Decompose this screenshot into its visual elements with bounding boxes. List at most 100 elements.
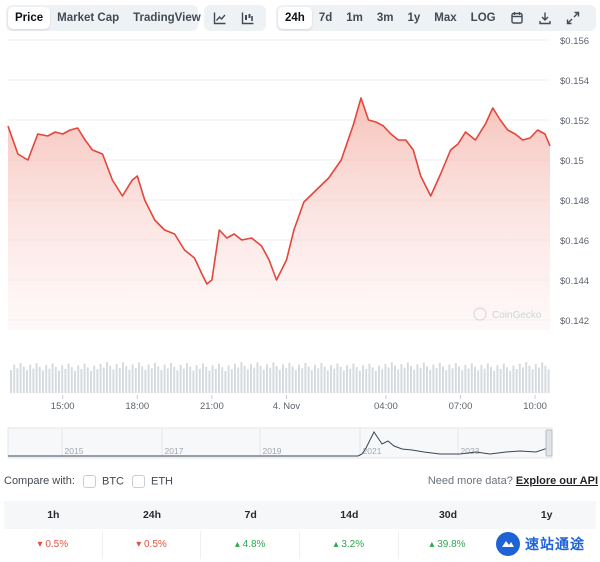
volume-bar (269, 367, 272, 393)
perf-header-7d: 7d (244, 509, 257, 521)
volume-bar (214, 369, 217, 393)
volume-bar (80, 369, 83, 393)
volume-bar (496, 365, 499, 393)
range-tab-group: 24h 7d 1m 3m 1y Max LOG (276, 5, 596, 31)
volume-bar (243, 365, 246, 393)
overview-year-label: 2019 (263, 446, 282, 456)
volume-bar (195, 365, 198, 393)
caret-up-icon: ▴ (429, 539, 438, 550)
annotation-coingecko: CoinGecko (492, 310, 542, 321)
y-tick-label: $0.148 (560, 196, 589, 207)
tab-tradingview[interactable]: TradingView (133, 12, 201, 24)
volume-bar (218, 363, 220, 393)
tab-range-3m[interactable]: 3m (376, 12, 394, 24)
tab-range-7d[interactable]: 7d (318, 12, 333, 24)
download-button[interactable] (531, 7, 559, 29)
volume-bars (10, 362, 550, 393)
caret-down-icon: ▾ (136, 539, 144, 550)
line-chart-button[interactable] (206, 7, 234, 29)
compare-label: Compare with: (4, 475, 75, 487)
compare-btc-label: BTC (102, 475, 124, 488)
x-tick-label: 21:00 (200, 401, 224, 412)
volume-bar (131, 364, 134, 393)
tab-range-max[interactable]: Max (434, 12, 457, 24)
volume-bar (374, 371, 377, 393)
volume-bar (102, 367, 105, 393)
volume-bar (234, 363, 236, 393)
chart-type-group (204, 5, 266, 31)
y-axis: $0.156 $0.154 $0.152 $0.15 $0.148 $0.146 $0.14… (560, 36, 589, 327)
fullscreen-button[interactable] (559, 7, 587, 29)
volume-bar (298, 364, 300, 393)
tab-log-scale[interactable]: LOG (470, 12, 496, 24)
volume-bar (266, 364, 268, 393)
perf-value-24h: ▾ 0.5% (103, 531, 202, 559)
volume-bar (518, 363, 521, 393)
tab-range-1y[interactable]: 1y (407, 12, 421, 24)
volume-bar (394, 365, 396, 393)
volume-bar (26, 370, 28, 393)
overview-year-label: 2017 (165, 446, 184, 456)
overview-years: 2015 2017 2019 2021 2023 (61, 429, 480, 457)
volume-bar (515, 369, 518, 393)
tab-market-cap[interactable]: Market Cap (57, 12, 120, 24)
tab-range-1m[interactable]: 1m (346, 12, 363, 24)
volume-bar (330, 365, 332, 393)
x-tick-label: 10:00 (523, 401, 547, 412)
volume-bar (154, 362, 156, 393)
volume-bar (259, 365, 262, 393)
tab-range-24h[interactable]: 24h (278, 7, 312, 29)
explore-api-link[interactable]: Explore our API (515, 475, 598, 487)
overview-year-label: 2023 (461, 446, 480, 456)
x-tick-label: 4. Nov (273, 401, 301, 412)
download-icon (538, 12, 551, 25)
volume-bar (528, 365, 531, 393)
volume-bar (442, 366, 444, 393)
volume-bar (42, 370, 44, 393)
volume-bar (512, 365, 515, 393)
watermark-text: 速站通途 (525, 536, 585, 552)
volume-bar (301, 368, 304, 393)
eth-checkbox[interactable] (132, 475, 145, 488)
compare-eth[interactable]: ETH (132, 475, 173, 488)
volume-bar (445, 370, 448, 393)
volume-bar (128, 369, 131, 393)
volume-bar (250, 364, 252, 393)
volume-bar (93, 365, 96, 393)
volume-bar (490, 367, 492, 393)
perf-header-14d: 14d (340, 509, 359, 521)
volume-bar (371, 367, 374, 393)
volume-bar (362, 365, 364, 393)
compare-row: Compare with: BTC ETH Need more data? Ex… (4, 472, 598, 490)
compare-btc[interactable]: BTC (83, 475, 124, 488)
overview-navigator[interactable]: 2015 2017 2019 2021 2023 (7, 427, 553, 459)
volume-bar (285, 368, 288, 393)
volume-bar (467, 368, 470, 393)
volume-bar (304, 362, 307, 393)
btc-checkbox[interactable] (83, 475, 96, 488)
volume-bar (122, 362, 124, 393)
volume-bar (230, 369, 233, 393)
volume-bar (390, 362, 393, 393)
volume-bar (349, 368, 352, 393)
tab-price[interactable]: Price (8, 7, 51, 29)
navigator-handle[interactable] (545, 429, 553, 457)
volume-bar (54, 367, 57, 393)
y-tick-label: $0.15 (560, 156, 584, 167)
volume-bar (355, 367, 358, 393)
volume-bar (147, 364, 150, 393)
volume-bar (282, 364, 284, 393)
chart-toolbar: Price Market Cap TradingView 24h 7d 1m 3… (0, 5, 600, 31)
y-tick-label: $0.146 (560, 236, 589, 247)
volume-bar (77, 365, 80, 393)
volume-bar (10, 370, 12, 393)
volume-bar (358, 370, 361, 393)
calendar-button[interactable] (503, 7, 531, 29)
volume-bar (502, 363, 505, 393)
volume-bar (198, 368, 201, 393)
volume-bar (320, 363, 323, 393)
volume-bar (157, 366, 160, 393)
volume-bar (253, 367, 256, 393)
candlestick-button[interactable] (234, 7, 262, 29)
volume-bar (112, 369, 115, 393)
